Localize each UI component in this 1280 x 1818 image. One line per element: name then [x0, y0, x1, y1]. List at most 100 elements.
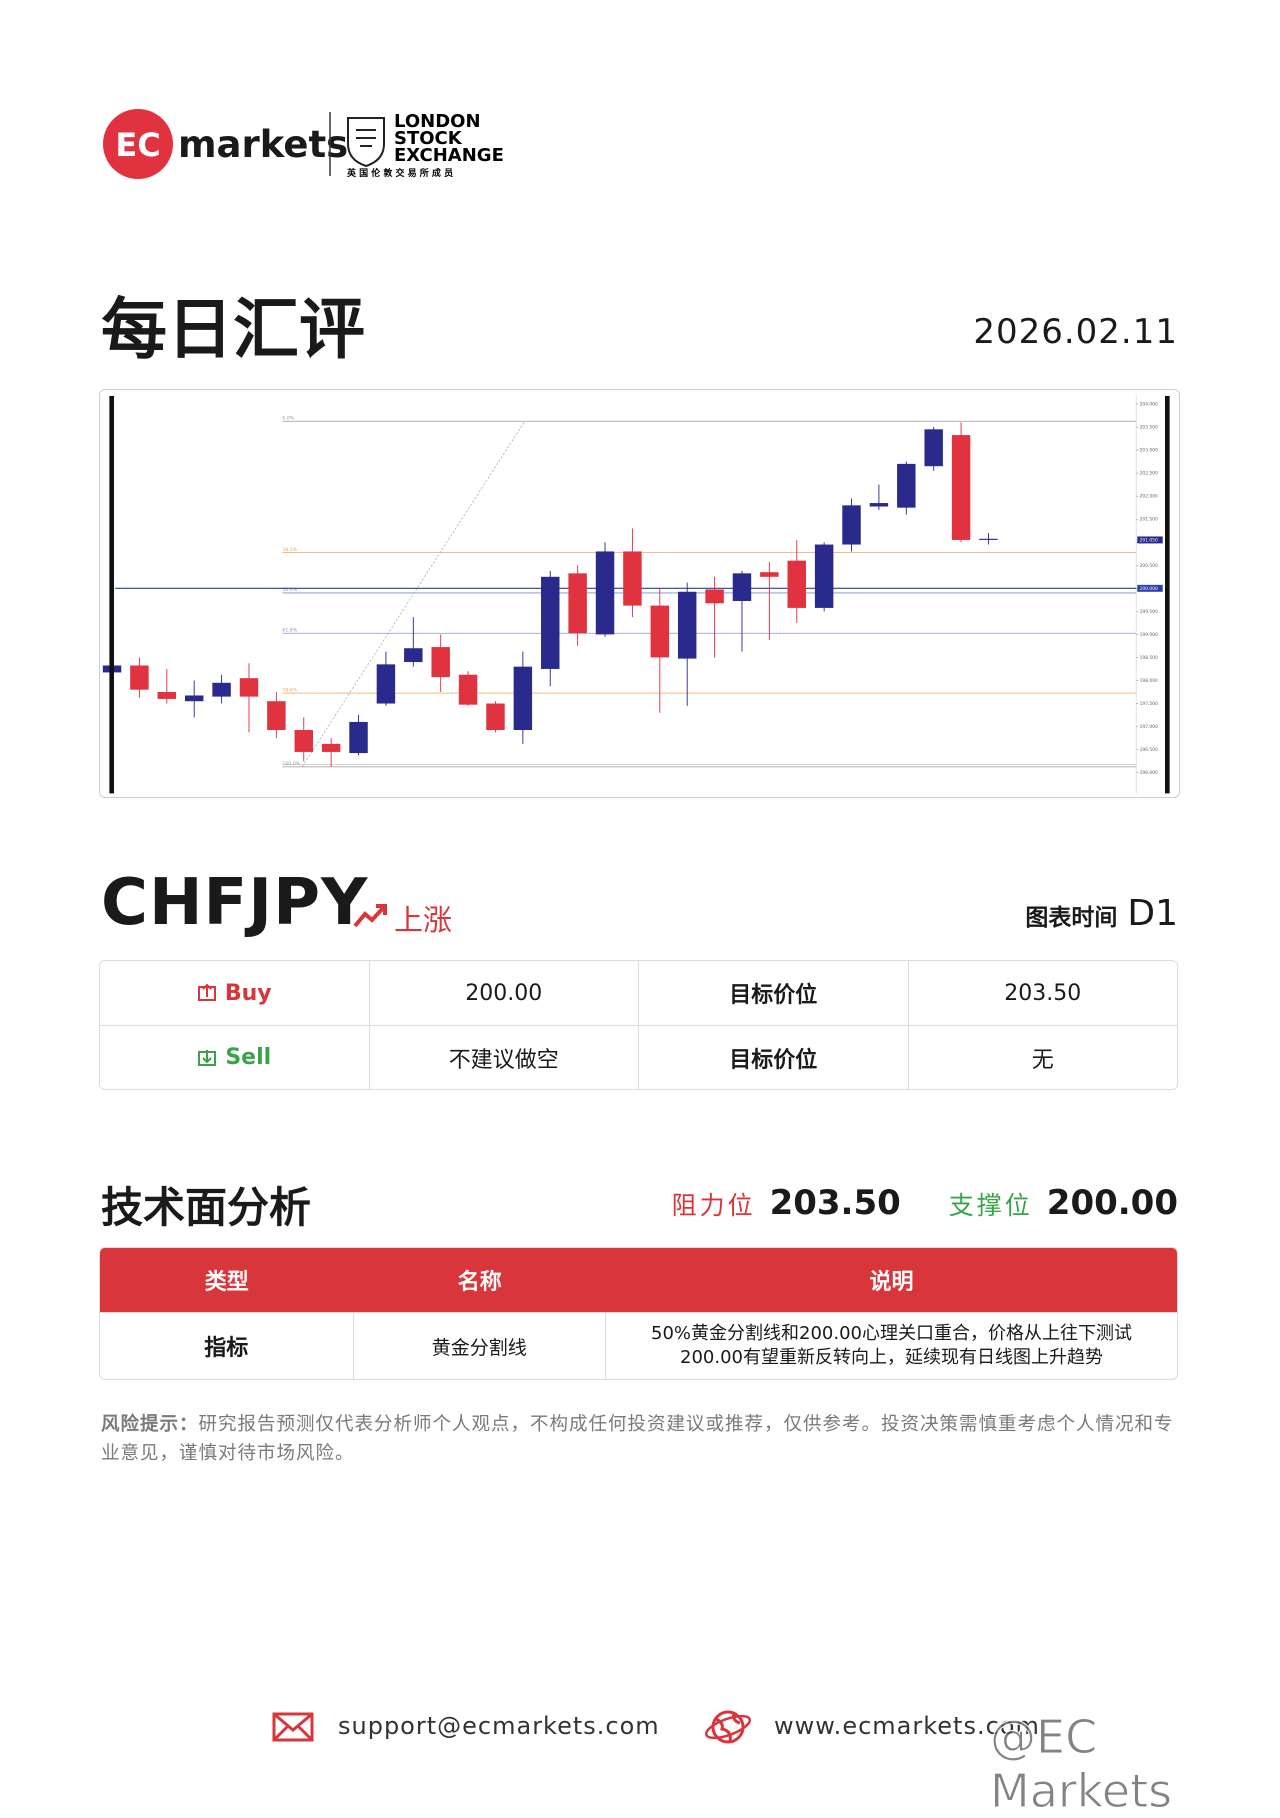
- exchange-line: LONDON: [394, 111, 481, 132]
- candle-body: [677, 591, 697, 659]
- candle-body: [897, 463, 916, 508]
- candle-body: [267, 701, 286, 731]
- support-label: 支撑位: [948, 1191, 1033, 1220]
- levels: 阻力位 203.50 支撑位 200.00: [672, 1183, 1178, 1223]
- title: 每日汇评: [101, 291, 365, 368]
- y-tick-label: 202.000: [1140, 494, 1158, 500]
- y-tick-label: 198.500: [1140, 655, 1158, 661]
- candle-body: [623, 551, 642, 606]
- analysis-table: 类型 名称 说明 指标 黄金分割线 50%黄金分割线和200.00心理关口重合，…: [99, 1247, 1178, 1380]
- logo: EC markets LONDON STOCK EXCHANGE 英 国 伦 敦…: [103, 109, 504, 179]
- candle-body: [404, 648, 423, 663]
- logo-circle: [103, 109, 173, 179]
- action: Sell: [225, 1045, 272, 1070]
- candle-body: [842, 505, 861, 545]
- date: 2026.02.11: [973, 312, 1178, 352]
- section-title: 技术面分析: [101, 1183, 312, 1232]
- price-tag-label: 200.000: [1140, 586, 1158, 592]
- last-price-tag: [1137, 536, 1163, 544]
- email-icon: [272, 1712, 314, 1742]
- action: Buy: [224, 980, 272, 1006]
- exchange-sub: 英 国 伦 敦 交 易 所 成 员: [346, 167, 453, 179]
- y-tick-label: 203.000: [1140, 448, 1158, 454]
- y-tick-label: 200.500: [1140, 563, 1158, 569]
- y-tick-label: 203.500: [1140, 425, 1158, 431]
- fib-label: 100.0%: [282, 761, 300, 767]
- cell: 不建议做空: [370, 1026, 639, 1089]
- frame-bar: [109, 395, 114, 794]
- trend-arrow: [353, 904, 387, 928]
- candle-body: [376, 664, 396, 704]
- table-row: 指标 黄金分割线 50%黄金分割线和200.00心理关口重合，价格从上往下测试2…: [100, 1312, 1177, 1379]
- y-tick-label: 204.000: [1140, 401, 1158, 407]
- crest-detail: [356, 129, 376, 147]
- candle-body: [760, 572, 779, 577]
- brand: markets: [178, 123, 348, 166]
- exchange-line: EXCHANGE: [394, 145, 504, 166]
- header-cell: 名称: [457, 1270, 502, 1295]
- crest: [347, 117, 385, 168]
- risk-text: 研究报告预测仅代表分析师个人观点，不构成任何投资建议或推荐，仅供参考。投资决策需…: [101, 1414, 1174, 1464]
- trade-row: Sell 不建议做空 目标价位 无: [100, 1025, 1177, 1089]
- cell: 200.00: [370, 961, 639, 1025]
- fib-label: 0.0%: [282, 416, 294, 422]
- cell: 50%黄金分割线和200.00心理关口重合，价格从上往下测试200.00有望重新…: [651, 1323, 1133, 1368]
- timeframe-value: D1: [1127, 893, 1178, 934]
- candle-body: [431, 647, 450, 678]
- fib-label: 78.6%: [282, 687, 297, 693]
- action-cell: Sell: [100, 1026, 370, 1089]
- y-tick-label: 199.000: [1140, 632, 1158, 638]
- candle-body: [787, 560, 806, 608]
- trend-icon: [353, 904, 387, 928]
- candle-body: [869, 503, 889, 507]
- candle-body: [951, 435, 971, 540]
- y-tick-label: 199.500: [1140, 609, 1158, 615]
- candle-body: [979, 538, 998, 540]
- exchange-line: STOCK: [394, 128, 463, 149]
- trade-table: Buy 200.00 目标价位 203.50 Sell 不建议做空 目标价位 无: [99, 960, 1178, 1090]
- candle-body: [212, 682, 231, 697]
- candle-body: [130, 665, 149, 690]
- chart-frame: [99, 389, 1180, 798]
- candle-body: [349, 721, 368, 754]
- candle-body: [814, 544, 834, 608]
- fib-label: 38.2%: [282, 547, 297, 553]
- risk-label: 风险提示：: [101, 1414, 199, 1435]
- candle-body: [513, 666, 533, 731]
- candle-body: [486, 703, 505, 731]
- risk: 风险提示：研究报告预测仅代表分析师个人观点，不构成任何投资建议或推荐，仅供参考。…: [101, 1410, 1180, 1468]
- y-tick-label: 196.000: [1140, 770, 1158, 776]
- cell: 无: [1031, 1047, 1054, 1073]
- candle-body: [650, 605, 670, 658]
- resistance: 203.50: [769, 1183, 901, 1223]
- header-cell: 说明: [869, 1270, 914, 1295]
- y-tick-label: 202.500: [1140, 471, 1158, 477]
- candle-body: [541, 576, 560, 669]
- last-price-label: 201.050: [1140, 538, 1158, 544]
- globe-icon: [704, 1710, 752, 1744]
- trade-row: Buy 200.00 目标价位 203.50: [100, 961, 1177, 1025]
- header-row: 类型 名称 说明: [100, 1248, 1177, 1312]
- resistance-label: 阻力位: [671, 1191, 756, 1220]
- trend: 上涨: [394, 903, 453, 937]
- candle-body: [294, 730, 313, 752]
- candle-body: [157, 692, 177, 699]
- website: www.ecmarkets.com: [774, 1712, 1040, 1740]
- symbol: CHFJPY: [101, 866, 369, 940]
- action-cell: Buy: [100, 961, 370, 1025]
- cell: 指标: [100, 1313, 354, 1379]
- email: support@ecmarkets.com: [338, 1712, 660, 1740]
- timeframe: 图表时间 D1: [1025, 893, 1178, 934]
- fib-label: 50.0%: [282, 587, 297, 593]
- y-tick-label: 197.000: [1140, 724, 1158, 730]
- support: 200.00: [1046, 1183, 1178, 1223]
- y-tick-label: 197.500: [1140, 701, 1158, 707]
- cell: 黄金分割线: [354, 1313, 607, 1379]
- candle-body: [924, 429, 943, 467]
- sell-icon: [198, 1049, 217, 1066]
- logo-mark: EC: [115, 126, 160, 164]
- cell: 目标价位: [639, 1026, 909, 1089]
- y-tick-label: 201.500: [1140, 517, 1158, 523]
- candle-body: [239, 678, 259, 697]
